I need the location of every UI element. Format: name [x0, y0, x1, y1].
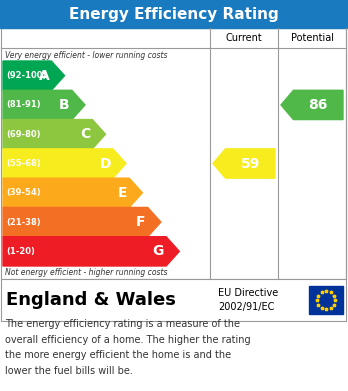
Text: Not energy efficient - higher running costs: Not energy efficient - higher running co… [5, 268, 167, 277]
Bar [1, 279, 346, 321]
Polygon shape [3, 90, 85, 120]
Text: B: B [59, 98, 70, 112]
Text: (92-100): (92-100) [6, 71, 46, 80]
Text: (81-91): (81-91) [6, 100, 41, 109]
Polygon shape [3, 120, 105, 149]
Text: England & Wales: England & Wales [6, 291, 176, 309]
Polygon shape [213, 149, 275, 178]
Text: (69-80): (69-80) [6, 130, 40, 139]
Text: overall efficiency of a home. The higher the rating: overall efficiency of a home. The higher… [5, 335, 251, 345]
Text: (39-54): (39-54) [6, 188, 41, 197]
Text: (1-20): (1-20) [6, 247, 35, 256]
Bar [309, 286, 343, 314]
Text: G: G [153, 244, 164, 258]
Text: The energy efficiency rating is a measure of the: The energy efficiency rating is a measur… [5, 319, 240, 329]
Text: F: F [136, 215, 146, 229]
Polygon shape [281, 90, 343, 120]
Polygon shape [3, 149, 126, 178]
Text: Energy Efficiency Rating: Energy Efficiency Rating [69, 7, 279, 22]
Polygon shape [3, 208, 161, 237]
Text: E: E [118, 186, 127, 200]
Text: EU Directive
2002/91/EC: EU Directive 2002/91/EC [218, 288, 278, 312]
Text: A: A [39, 69, 49, 83]
Text: D: D [99, 156, 111, 170]
Text: Very energy efficient - lower running costs: Very energy efficient - lower running co… [5, 51, 167, 60]
Text: the more energy efficient the home is and the: the more energy efficient the home is an… [5, 350, 231, 360]
Text: 86: 86 [309, 98, 328, 112]
Polygon shape [3, 61, 64, 90]
Text: Potential: Potential [291, 33, 333, 43]
Text: (21-38): (21-38) [6, 217, 41, 226]
Text: (55-68): (55-68) [6, 159, 41, 168]
Polygon shape [3, 178, 142, 208]
Text: Current: Current [226, 33, 262, 43]
Text: C: C [80, 127, 90, 141]
Bar [0, 0, 348, 28]
Polygon shape [3, 237, 179, 266]
Text: 59: 59 [240, 156, 260, 170]
Text: lower the fuel bills will be.: lower the fuel bills will be. [5, 366, 133, 376]
Bar [1, 28, 346, 279]
